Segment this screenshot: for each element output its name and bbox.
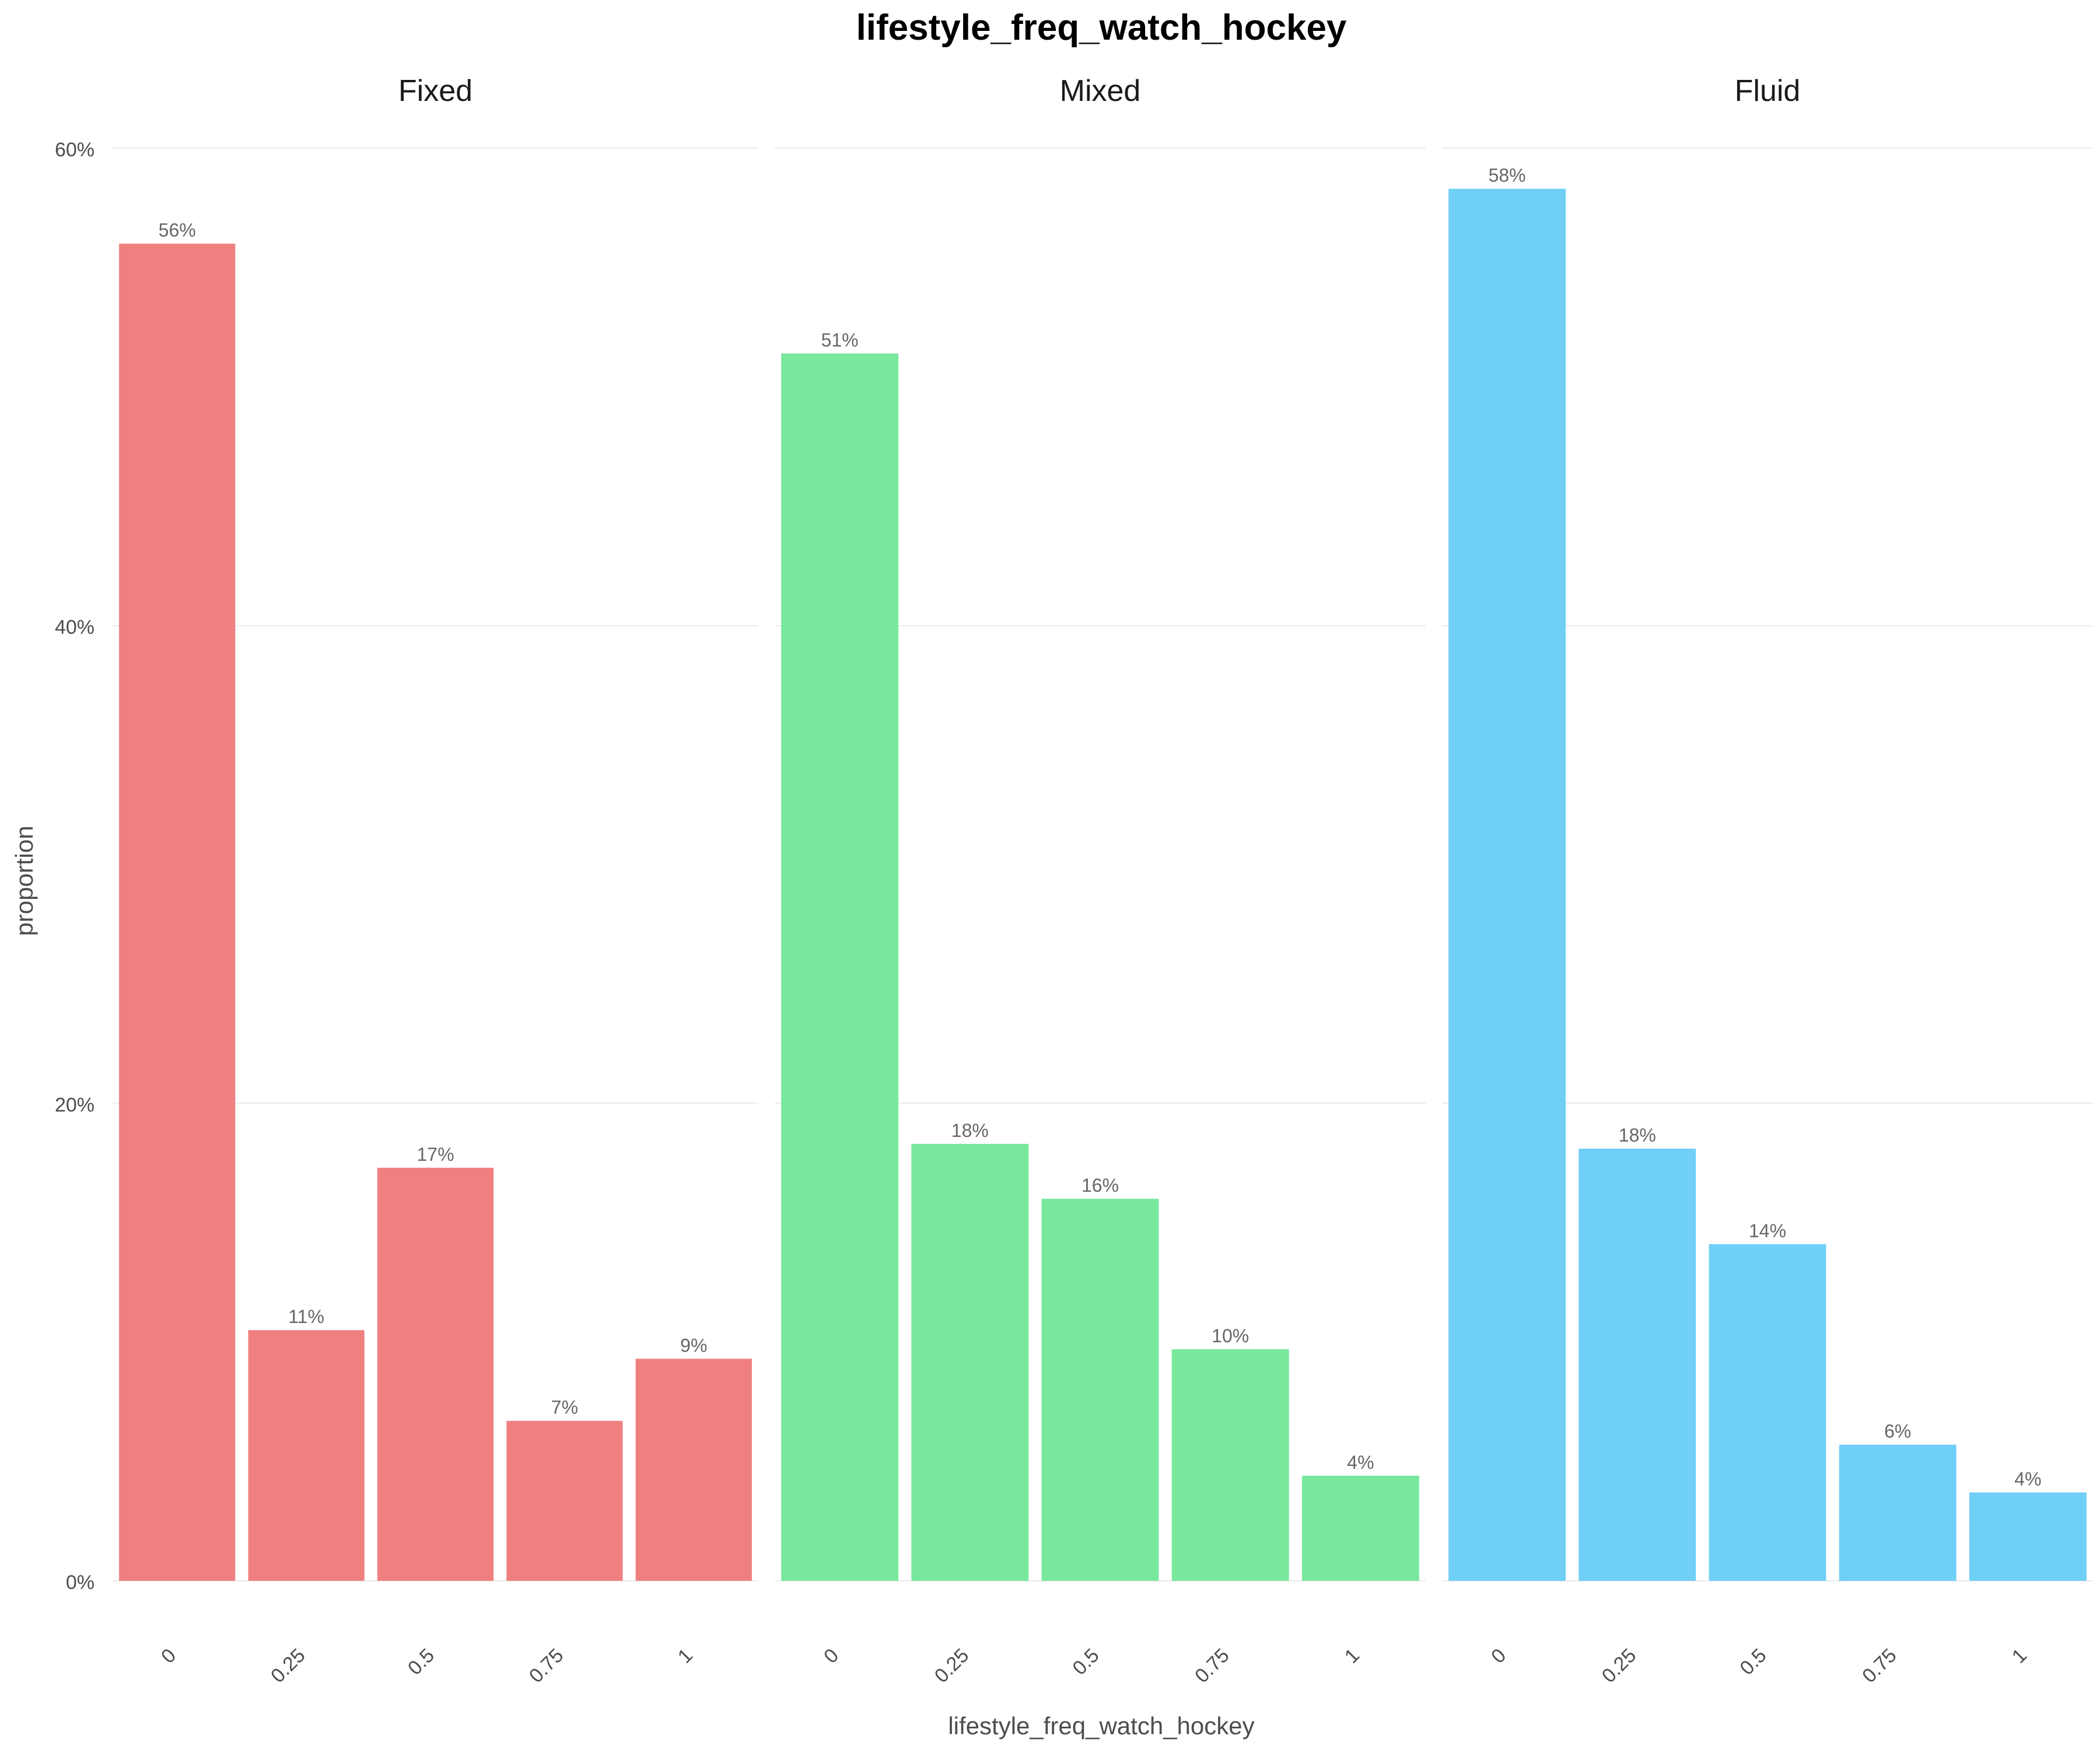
bar-value-label: 11%	[288, 1306, 324, 1327]
bar-fixed-0	[119, 243, 236, 1581]
x-tick-label: 1	[674, 1644, 697, 1668]
bar-fluid-2	[1709, 1244, 1826, 1581]
bar-mixed-4	[1301, 1475, 1419, 1581]
bar-value-label: 10%	[1212, 1325, 1249, 1346]
bar-value-label: 4%	[1347, 1452, 1374, 1473]
facet-label-fixed: Fixed	[398, 74, 473, 108]
x-tick-label: 0	[820, 1644, 843, 1668]
x-tick-label: 0.5	[1735, 1644, 1770, 1679]
x-tick-label: 0.5	[404, 1644, 439, 1679]
bar-value-label: 58%	[1489, 165, 1526, 186]
bar-value-label: 9%	[680, 1335, 707, 1356]
facet-label-mixed: Mixed	[1060, 74, 1141, 108]
bar-fluid-3	[1839, 1444, 1957, 1581]
bar-fluid-4	[1969, 1492, 2087, 1581]
x-tick-label: 0.75	[525, 1644, 568, 1688]
x-tick-label: 0.75	[1858, 1644, 1901, 1688]
bar-fluid-1	[1578, 1149, 1696, 1581]
bar-value-label: 18%	[1619, 1125, 1656, 1146]
bar-mixed-1	[911, 1143, 1029, 1581]
x-tick-label: 0.5	[1068, 1644, 1103, 1679]
y-tick-label: 60%	[55, 139, 94, 161]
bar-fixed-3	[506, 1420, 623, 1581]
bar-value-label: 56%	[159, 220, 196, 241]
y-tick-label: 0%	[66, 1572, 94, 1594]
y-tick-label: 40%	[55, 617, 94, 639]
bar-fixed-1	[248, 1330, 365, 1581]
chart-title: lifestyle_freq_watch_hockey	[856, 8, 1347, 48]
plot-area: 0% 20% 40% 60% Fixed 56% 0 11% 0.25 17% 0.5 7% 0.75 9…	[55, 74, 2093, 1687]
bar-value-label: 7%	[551, 1397, 578, 1418]
bar-value-label: 51%	[821, 330, 859, 351]
x-tick-label: 0.25	[1598, 1644, 1641, 1688]
bar-fixed-2	[377, 1167, 494, 1581]
y-tick-label: 20%	[55, 1094, 94, 1116]
x-tick-label: 0.25	[930, 1644, 974, 1688]
x-tick-label: 0	[157, 1644, 180, 1668]
x-tick-label: 0	[1487, 1644, 1510, 1668]
x-tick-label: 0.75	[1191, 1644, 1234, 1688]
facet-label-fluid: Fluid	[1735, 74, 1801, 108]
bar-fluid-0	[1448, 188, 1566, 1581]
bar-value-label: 18%	[951, 1120, 989, 1141]
bar-value-label: 16%	[1082, 1175, 1119, 1196]
x-axis-title: lifestyle_freq_watch_hockey	[948, 1712, 1254, 1740]
bar-mixed-2	[1041, 1199, 1159, 1581]
bar-value-label: 4%	[2014, 1469, 2041, 1490]
x-tick-label: 1	[2008, 1644, 2031, 1668]
bar-value-label: 14%	[1749, 1220, 1786, 1241]
bar-mixed-3	[1171, 1349, 1289, 1581]
bar-fixed-4	[635, 1359, 752, 1581]
bar-value-label: 17%	[416, 1144, 454, 1165]
bar-value-label: 6%	[1884, 1421, 1911, 1442]
x-tick-label: 1	[1340, 1644, 1364, 1668]
bar-mixed-0	[781, 354, 899, 1581]
y-axis-title: proportion	[10, 825, 38, 936]
x-tick-label: 0.25	[267, 1644, 310, 1688]
